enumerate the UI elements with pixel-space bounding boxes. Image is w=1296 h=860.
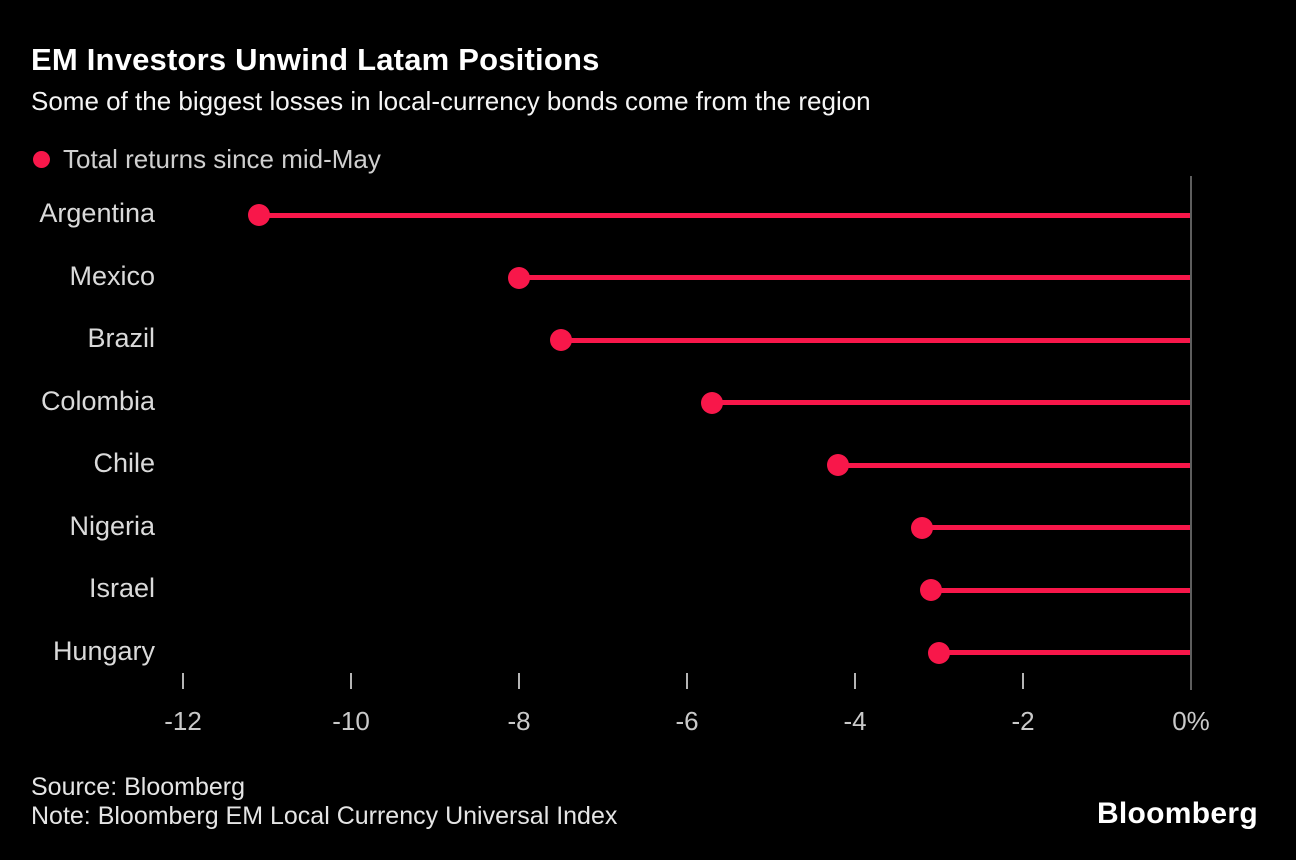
- category-label: Hungary: [52, 635, 155, 666]
- lollipop-line: [712, 400, 1190, 405]
- legend: Total returns since mid-May: [33, 144, 381, 175]
- lollipop-dot: [919, 579, 942, 601]
- lollipop-line: [922, 525, 1190, 530]
- category-label: Mexico: [69, 260, 155, 291]
- lollipop-dot: [827, 454, 850, 476]
- lollipop-dot: [911, 516, 934, 539]
- lollipop-dot: [701, 391, 724, 414]
- category-label: Chile: [93, 448, 155, 478]
- x-axis-tick-label: -2: [1011, 706, 1035, 736]
- index-note: Note: Bloomberg EM Local Currency Univer…: [31, 802, 618, 830]
- x-axis-tick: [854, 673, 856, 689]
- lollipop-line: [519, 275, 1190, 280]
- lollipop-line: [561, 338, 1190, 343]
- category-label: Brazil: [87, 323, 155, 353]
- legend-marker-icon: [33, 151, 50, 168]
- lollipop-dot: [247, 204, 270, 226]
- chart-subtitle: Some of the biggest losses in local-curr…: [31, 86, 871, 116]
- footer: Source: Bloomberg Note: Bloomberg EM Loc…: [31, 773, 617, 831]
- x-axis-tick-label: -10: [332, 706, 370, 736]
- source-note: Source: Bloomberg: [31, 773, 246, 801]
- x-axis-tick: [350, 673, 352, 689]
- x-axis-tick: [518, 673, 520, 689]
- lollipop-dot: [508, 266, 530, 289]
- x-axis-tick-label: -6: [675, 706, 699, 736]
- category-label: Nigeria: [69, 510, 155, 541]
- x-axis-tick: [686, 673, 688, 689]
- lollipop-line: [258, 213, 1190, 218]
- lollipop-line: [838, 463, 1190, 468]
- category-label: Colombia: [40, 385, 155, 416]
- category-label: Israel: [88, 573, 155, 603]
- x-axis-tick: [1022, 673, 1024, 689]
- x-axis-tick-label: -12: [164, 706, 202, 736]
- lollipop-dot: [550, 329, 572, 351]
- category-label: Argentina: [39, 198, 155, 228]
- lollipop-line: [930, 588, 1190, 593]
- bloomberg-logo: Bloomberg: [1096, 797, 1258, 830]
- x-axis-tick: [182, 673, 184, 689]
- lollipop-dot: [928, 641, 950, 664]
- zero-axis-line: [1190, 176, 1192, 690]
- chart-title: EM Investors Unwind Latam Positions: [31, 42, 600, 77]
- legend-label: Total returns since mid-May: [63, 144, 381, 174]
- lollipop-line: [939, 650, 1190, 655]
- x-axis-tick-label: -8: [507, 706, 531, 736]
- x-axis-tick-label: -4: [843, 706, 867, 736]
- x-axis-tick-label: 0%: [1172, 706, 1210, 736]
